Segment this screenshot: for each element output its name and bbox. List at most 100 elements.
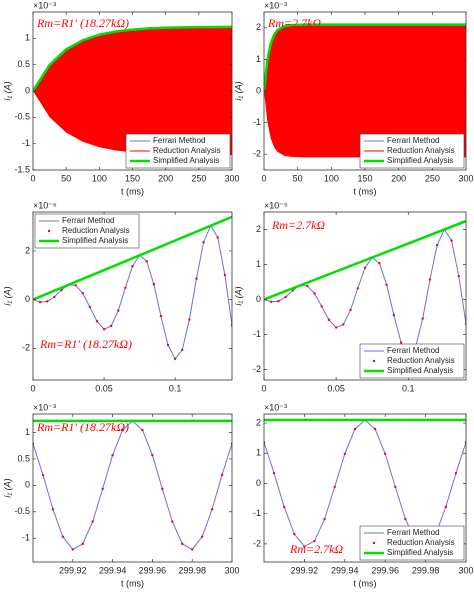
- y-exponent: ×10⁻⁶: [33, 200, 57, 210]
- data-point: [378, 262, 381, 265]
- data-point: [356, 287, 359, 290]
- x-tick-label: 300: [224, 565, 239, 575]
- envelope-band: [33, 26, 232, 156]
- data-point: [195, 277, 198, 280]
- x-tick-label: 299.98: [178, 565, 206, 575]
- plot: [33, 419, 232, 551]
- y-tick-label: 2: [256, 417, 261, 427]
- data-point: [363, 266, 367, 269]
- data-point: [181, 348, 184, 352]
- legend-label: Reduction Analysis: [387, 146, 455, 155]
- data-point: [53, 295, 56, 299]
- data-point: [141, 428, 144, 432]
- x-tick-label: 0: [261, 173, 266, 183]
- y-tick-label: 0.5: [17, 453, 30, 463]
- data-point: [41, 473, 45, 477]
- x-tick-label: 299.92: [59, 565, 87, 575]
- data-point: [216, 236, 219, 239]
- data-point: [334, 326, 338, 329]
- x-tick-label: 0: [30, 173, 35, 183]
- data-point: [151, 453, 154, 457]
- y-tick-label: -2: [253, 364, 261, 374]
- data-point: [51, 507, 55, 511]
- legend-label: Ferrari Method: [387, 346, 439, 355]
- data-point: [454, 472, 458, 475]
- legend-label: Ferrari Method: [387, 528, 439, 537]
- y-tick-label: -1: [253, 117, 261, 127]
- x-axis-label: t (ms): [354, 186, 377, 196]
- x-tick-label: 300: [458, 565, 473, 575]
- x-tick-label: 299.94: [331, 565, 359, 575]
- annotation: Rm=2.7kΩ: [289, 542, 343, 556]
- x-tick-label: 150: [357, 173, 372, 183]
- y-exponent: ×10⁻³: [264, 402, 287, 412]
- plot: [33, 25, 232, 156]
- data-point: [46, 300, 49, 303]
- y-tick-label: -1: [22, 533, 30, 543]
- legend-label: Simplified Analysis: [387, 548, 453, 557]
- y-tick-label: 0: [256, 294, 261, 304]
- y-tick-label: 0: [25, 85, 30, 95]
- envelope-band: [264, 24, 466, 158]
- data-point: [313, 539, 316, 543]
- x-tick-label: 50: [61, 173, 71, 183]
- data-point: [152, 282, 156, 286]
- data-point: [385, 283, 388, 286]
- legend-box: [359, 525, 465, 561]
- y-tick-label: 1: [25, 33, 30, 43]
- data-point: [111, 453, 114, 457]
- data-point: [81, 292, 84, 295]
- data-point: [81, 542, 84, 546]
- data-point: [161, 487, 164, 491]
- series-line: [33, 215, 232, 301]
- data-point: [210, 507, 214, 511]
- y-tick-label: -1.5: [14, 164, 30, 174]
- axes-frame: [263, 413, 467, 563]
- x-tick-label: 0.1: [402, 383, 415, 393]
- y-tick-label: 1: [256, 448, 261, 458]
- data-point: [303, 545, 306, 548]
- y-axis-label: i₁ (A): [2, 286, 12, 305]
- y-tick-label: -2: [253, 538, 261, 548]
- data-point: [457, 274, 460, 278]
- legend-box: [359, 343, 465, 379]
- panel: 0 0.05 0.1 -2 0 2 ×10⁻⁶ i₁ (A) Rm=R1′ (18.27kΩ) F…: [2, 200, 233, 393]
- y-tick-label: 0: [25, 480, 30, 490]
- y-exponent: ×10⁻³: [33, 0, 56, 10]
- legend-label: Reduction Analysis: [387, 538, 455, 547]
- data-point: [323, 517, 326, 521]
- y-tick-label: 0: [25, 294, 30, 304]
- data-point: [145, 260, 148, 263]
- data-point: [306, 284, 309, 288]
- y-tick-label: -1: [22, 138, 30, 148]
- x-tick-label: 299.92: [291, 565, 319, 575]
- legend-label: Ferrari Method: [62, 216, 114, 225]
- data-point: [61, 535, 65, 538]
- data-point: [191, 548, 194, 551]
- panel: 299.92 299.94 299.96 299.98 300 -1 -0.5 0 0.5 1 ×1…: [2, 402, 239, 588]
- x-tick-label: 150: [125, 173, 140, 183]
- data-point: [171, 520, 174, 523]
- annotation: Rm=2.7kΩ: [267, 16, 321, 30]
- series-line: [264, 23, 466, 92]
- legend-label: Simplified Analysis: [387, 156, 453, 165]
- y-tick-label: 2: [256, 224, 261, 234]
- data-point: [188, 318, 191, 321]
- legend-label: Reduction Analysis: [387, 356, 455, 365]
- y-exponent: ×10⁻³: [33, 402, 56, 412]
- data-point: [159, 314, 163, 318]
- y-tick-label: 0: [256, 85, 261, 95]
- y-tick-label: -0.5: [14, 112, 30, 122]
- data-point: [220, 473, 224, 477]
- data-point: [343, 452, 346, 455]
- x-tick-label: 0: [261, 383, 266, 393]
- data-point: [283, 505, 286, 509]
- axes-frame: [263, 211, 467, 381]
- data-point: [102, 328, 106, 331]
- legend-label: Reduction Analysis: [62, 226, 130, 235]
- x-tick-label: 250: [191, 173, 206, 183]
- data-point: [200, 535, 204, 538]
- legend-swatch: [47, 229, 51, 233]
